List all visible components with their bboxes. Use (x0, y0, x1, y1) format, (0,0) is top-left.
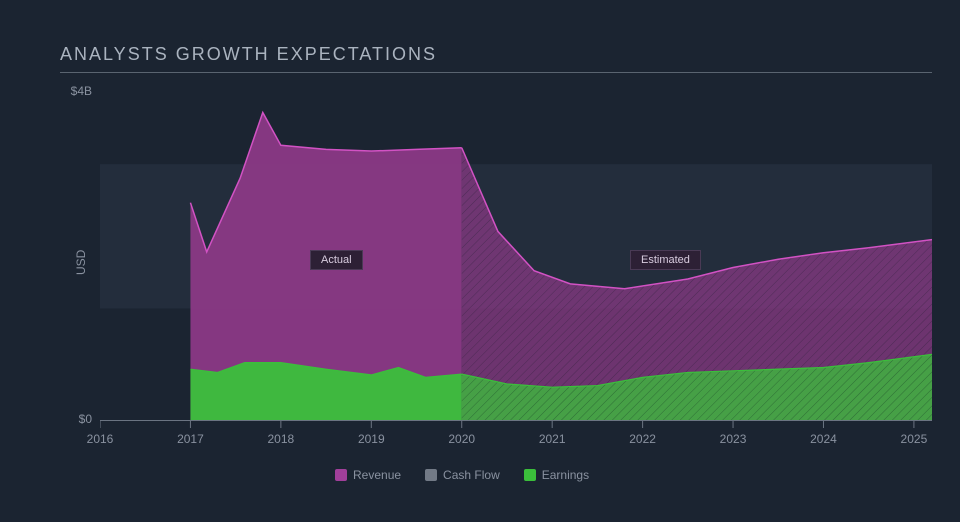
y-tick-label: $4B (52, 84, 92, 98)
legend-label: Cash Flow (443, 468, 500, 482)
x-tick-label: 2021 (527, 432, 577, 446)
x-tick-label: 2022 (618, 432, 668, 446)
legend-item: Revenue (335, 468, 401, 482)
legend: Revenue Cash Flow Earnings (335, 468, 589, 482)
x-tick-label: 2018 (256, 432, 306, 446)
region-label-estimated: Estimated (630, 250, 701, 270)
title-underline (60, 72, 932, 73)
y-axis-title: USD (74, 250, 88, 275)
chart-container: ANALYSTS GROWTH EXPECTATIONS USD $0 $4B 2… (0, 0, 960, 522)
legend-swatch (425, 469, 437, 481)
plot-area (100, 92, 932, 434)
region-label-actual: Actual (310, 250, 363, 270)
x-tick-label: 2024 (798, 432, 848, 446)
legend-label: Earnings (542, 468, 589, 482)
chart-title: ANALYSTS GROWTH EXPECTATIONS (60, 44, 437, 65)
x-tick-label: 2016 (75, 432, 125, 446)
legend-item: Cash Flow (425, 468, 500, 482)
x-tick-label: 2019 (346, 432, 396, 446)
x-tick-label: 2020 (437, 432, 487, 446)
x-tick-label: 2025 (889, 432, 939, 446)
x-tick-label: 2023 (708, 432, 758, 446)
legend-label: Revenue (353, 468, 401, 482)
x-tick-label: 2017 (165, 432, 215, 446)
y-tick-label: $0 (52, 412, 92, 426)
legend-item: Earnings (524, 468, 589, 482)
legend-swatch (524, 469, 536, 481)
legend-swatch (335, 469, 347, 481)
